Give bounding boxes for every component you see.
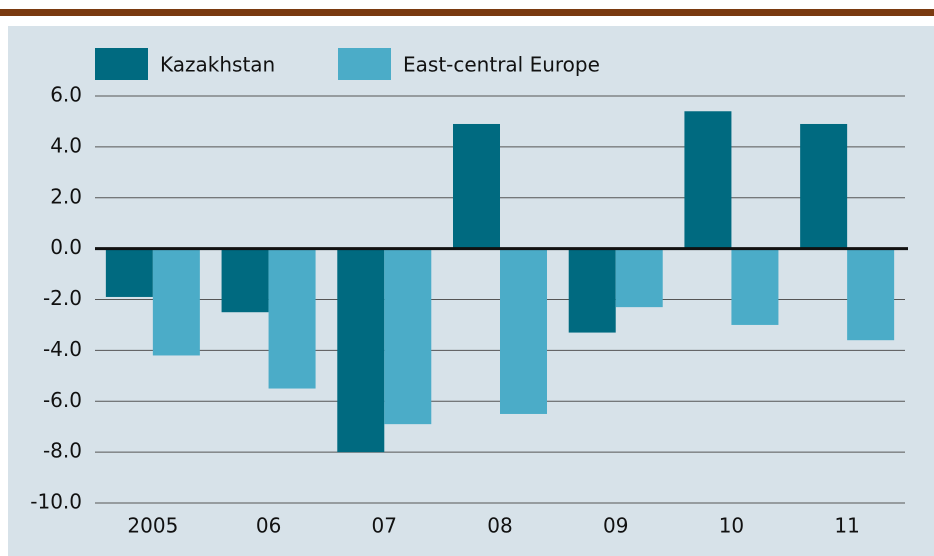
bar <box>615 248 663 308</box>
bar <box>221 248 269 313</box>
bar <box>337 248 385 453</box>
bar <box>731 248 779 325</box>
y-tick-label: -6.0 <box>43 388 82 412</box>
y-tick-label: -4.0 <box>43 337 82 361</box>
bar <box>800 123 848 249</box>
bar <box>500 248 547 414</box>
y-tick-label: -2.0 <box>43 286 82 310</box>
bar <box>847 248 895 341</box>
x-tick-label: 2005 <box>127 514 178 538</box>
x-tick-label: 09 <box>603 514 628 538</box>
y-tick-label: -8.0 <box>43 439 82 463</box>
legend-swatch <box>95 48 148 80</box>
y-tick-label: 4.0 <box>50 133 82 157</box>
bar <box>453 123 500 249</box>
x-tick-label: 06 <box>256 514 281 538</box>
x-tick-label: 08 <box>487 514 512 538</box>
y-tick-label: 0.0 <box>50 235 82 259</box>
bar <box>105 248 153 297</box>
bar <box>568 248 616 333</box>
bar <box>268 248 316 389</box>
legend-label: East-central Europe <box>403 53 600 77</box>
y-tick-label: 6.0 <box>50 83 82 107</box>
x-tick-label: 11 <box>834 514 859 538</box>
bar <box>152 248 200 356</box>
x-tick-label: 07 <box>372 514 397 538</box>
bar <box>684 111 732 249</box>
y-tick-label: -10.0 <box>30 490 82 514</box>
x-tick-label: 10 <box>719 514 744 538</box>
legend-label: Kazakhstan <box>160 53 275 77</box>
legend-swatch <box>338 48 391 80</box>
top-rule <box>0 9 934 16</box>
bar <box>384 248 432 425</box>
y-tick-label: 2.0 <box>50 184 82 208</box>
